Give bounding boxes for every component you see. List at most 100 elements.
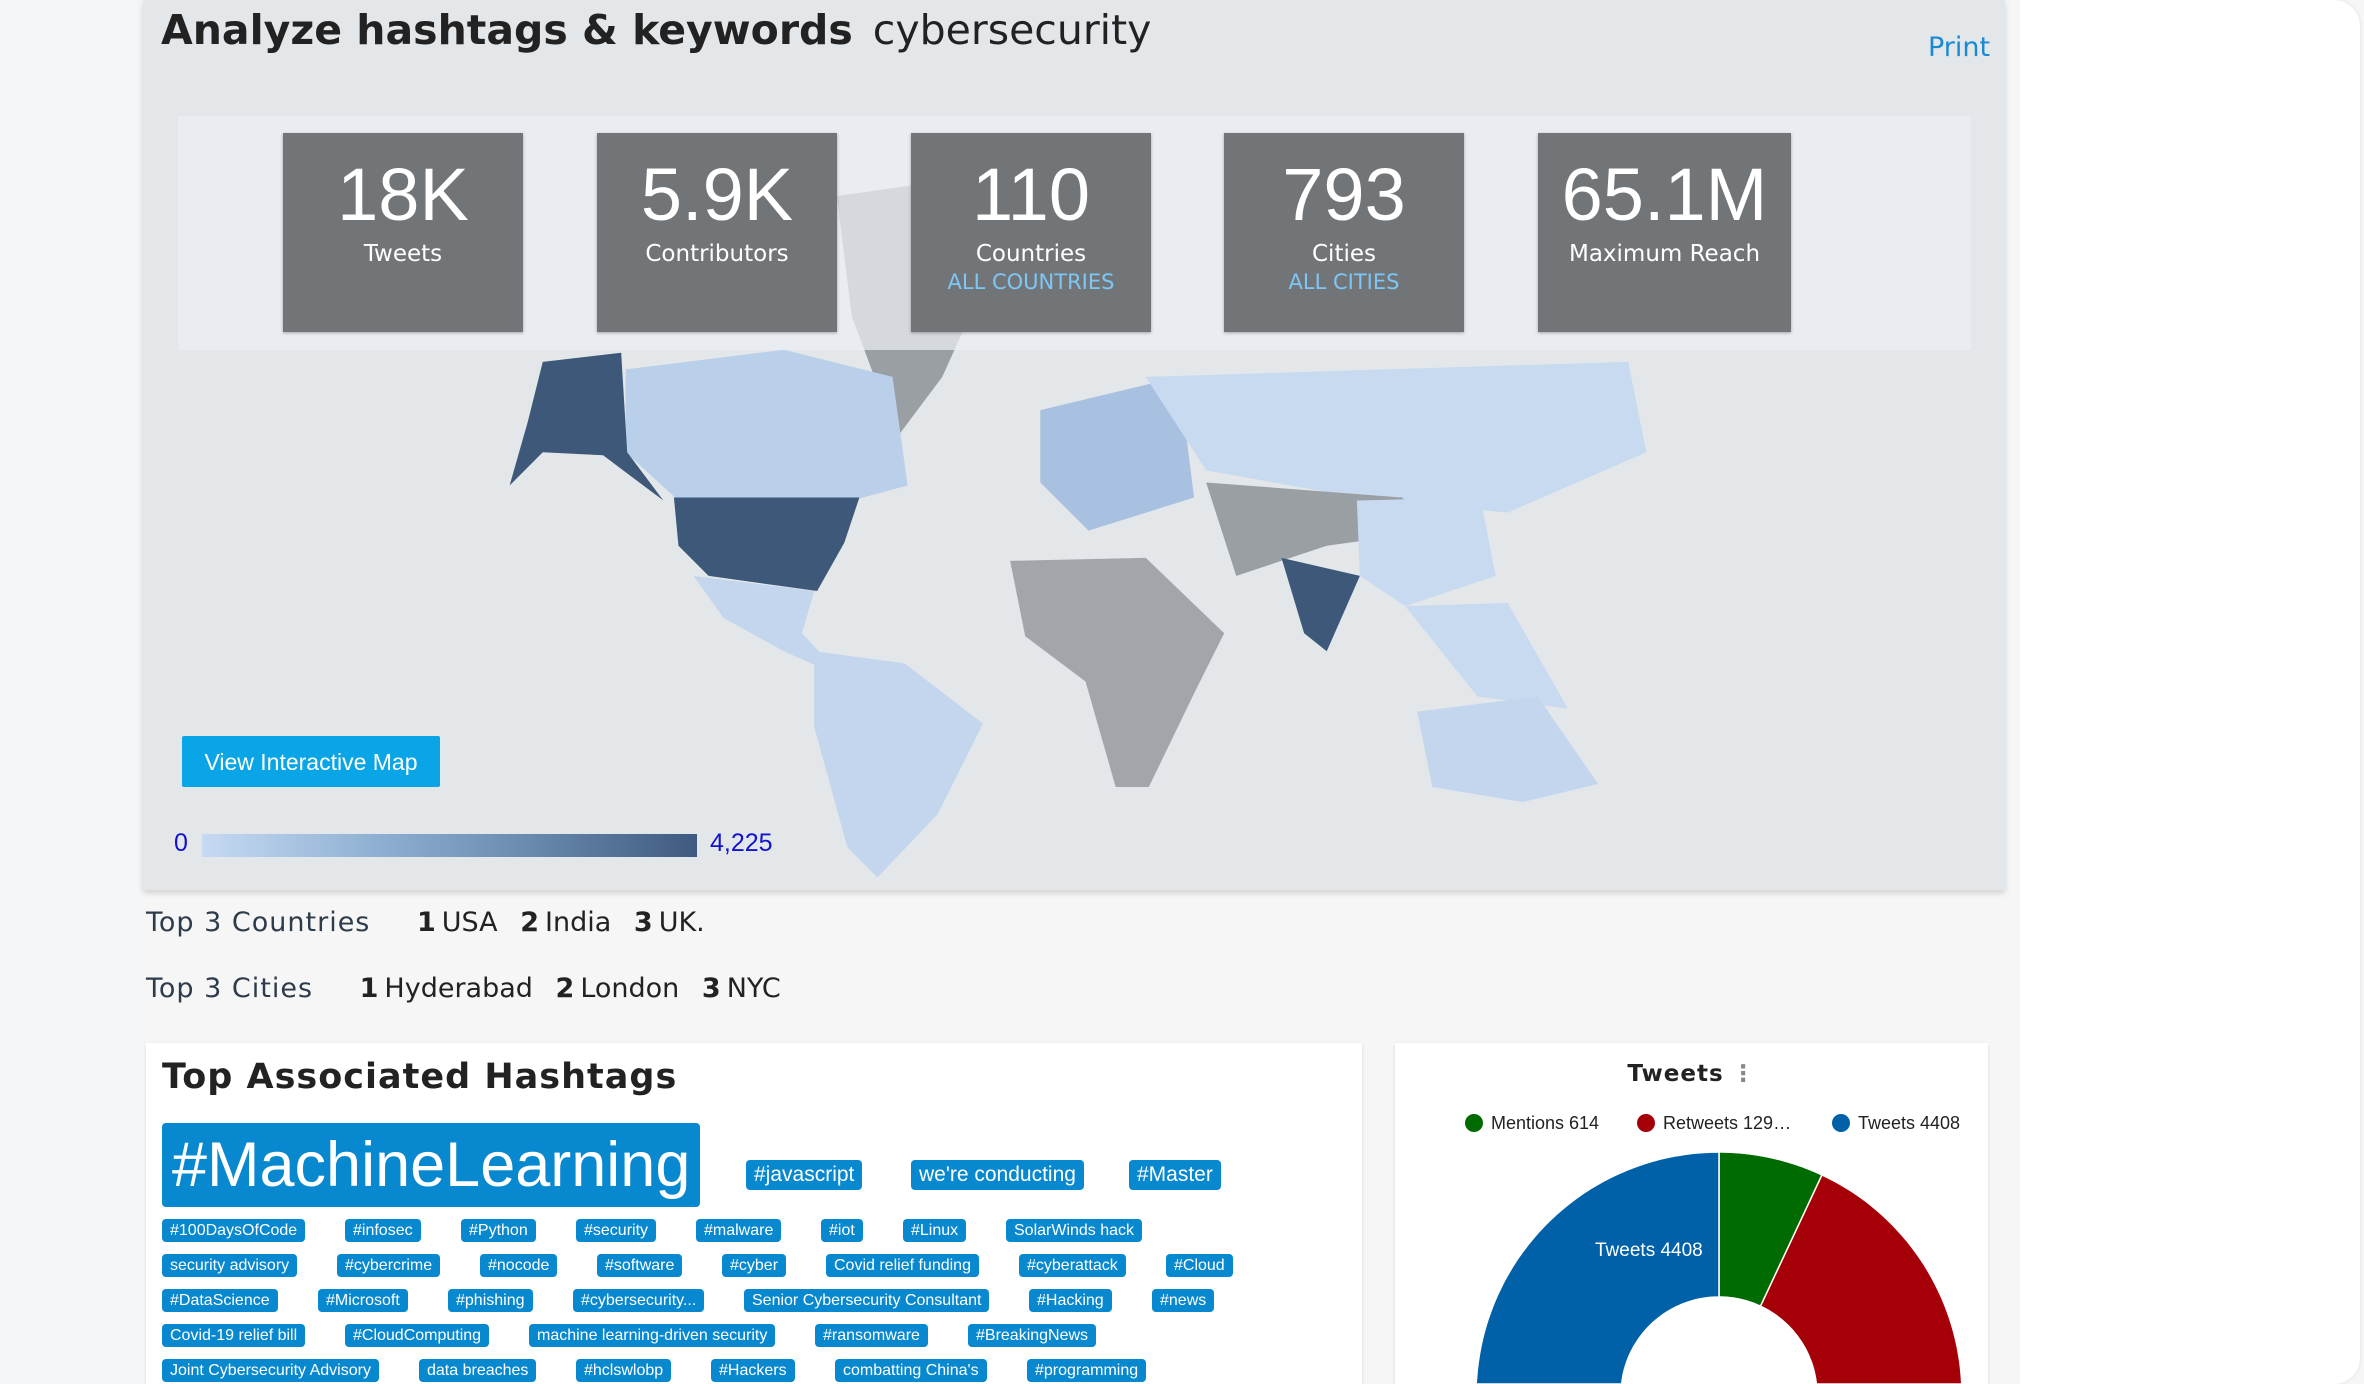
top-cities-label: Top 3 Cities [146, 973, 314, 1004]
hashtag-tag[interactable]: #Python [461, 1219, 536, 1242]
city-name: NYC [726, 973, 781, 1004]
rank: 1 [416, 907, 436, 938]
hashtag-tag[interactable]: #infosec [345, 1219, 421, 1242]
hashtag-tag[interactable]: #DataScience [162, 1289, 278, 1312]
country-name: India [545, 907, 612, 938]
page-title: Analyze hashtags & keywords cybersecurity [161, 6, 1151, 54]
hashtag-tag[interactable]: #malware [696, 1219, 782, 1242]
city-name: London [580, 973, 680, 1004]
legend-dot [1465, 1114, 1483, 1132]
rank: 2 [520, 907, 540, 938]
hashtag-tag[interactable]: #Linux [903, 1219, 967, 1242]
hashtag-tag[interactable]: #Hackers [711, 1359, 795, 1382]
keyword: cybersecurity [872, 6, 1152, 54]
map-mexico[interactable] [693, 575, 845, 679]
hashtag-tag[interactable]: #cybersecurity... [573, 1289, 705, 1312]
hashtag-tag[interactable]: #phishing [448, 1289, 533, 1312]
legend-mentions[interactable]: Mentions 614 [1465, 1113, 1599, 1134]
city-name: Hyderabad [384, 973, 533, 1004]
top-cities: Top 3 Cities 1 Hyderabad 2 London 3 NYC [146, 973, 781, 1004]
map-australia[interactable] [1417, 696, 1599, 803]
hashtag-tag[interactable]: combatting China's [835, 1359, 987, 1382]
hashtag-tag[interactable]: SolarWinds hack [1006, 1219, 1143, 1242]
stat-label: Cities [1312, 241, 1376, 267]
map-china[interactable] [1356, 497, 1496, 607]
stat-label: Maximum Reach [1568, 241, 1761, 267]
legend-tweets[interactable]: Tweets 4408 [1832, 1113, 1960, 1134]
hashtag-tag[interactable]: #software [597, 1254, 683, 1277]
stat-card-contributors: 5.9K Contributors [597, 133, 837, 332]
hashtag-tag[interactable]: Covid-19 relief bill [162, 1324, 306, 1347]
hashtag-tag[interactable]: machine learning-driven security [529, 1324, 776, 1347]
hashtag-tag[interactable]: #nocode [480, 1254, 558, 1277]
all-cities-link[interactable]: ALL CITIES [1288, 270, 1400, 294]
hashtag-tag[interactable]: #CloudComputing [345, 1324, 490, 1347]
top-countries-label: Top 3 Countries [146, 907, 371, 938]
map-russia[interactable] [1145, 361, 1647, 513]
map-europe[interactable] [1040, 376, 1195, 531]
legend-label: Retweets 129… [1663, 1113, 1792, 1133]
hashtag-tag[interactable]: #Cloud [1166, 1254, 1233, 1277]
legend-dot [1832, 1114, 1850, 1132]
hashtag-tag[interactable]: #cyberattack [1019, 1254, 1126, 1277]
legend-dot [1637, 1114, 1655, 1132]
all-countries-link[interactable]: ALL COUNTRIES [947, 270, 1115, 294]
scale-max: 4,225 [710, 829, 773, 857]
hashtag-tag[interactable]: #hclswlobp [576, 1359, 672, 1382]
hashtag-tag[interactable]: Covid relief funding [826, 1254, 979, 1277]
map-canada[interactable] [625, 349, 908, 501]
map-se-asia[interactable] [1405, 603, 1568, 709]
stat-label: Contributors [645, 241, 789, 267]
hashtag-tag[interactable]: #100DaysOfCode [162, 1219, 306, 1242]
country-name: UK. [658, 907, 705, 938]
tweets-chart-title: Tweets ⋮ [1395, 1061, 1988, 1087]
hashtag-tag[interactable]: #javascript [746, 1160, 863, 1190]
legend-label: Mentions 614 [1491, 1113, 1600, 1133]
stat-value: 110 [972, 153, 1090, 236]
hashtag-tag[interactable]: #Microsoft [318, 1289, 408, 1312]
map-alaska[interactable] [509, 352, 664, 501]
hashtag-tag[interactable]: #BreakingNews [968, 1324, 1097, 1347]
print-link[interactable]: Print [1928, 32, 1991, 63]
legend-retweets[interactable]: Retweets 129… [1637, 1113, 1791, 1134]
slice-tweets[interactable] [1475, 1151, 1720, 1384]
right-margin [2020, 0, 2360, 1384]
map-south-america[interactable] [814, 651, 983, 878]
hashtag-tag[interactable]: #cybercrime [337, 1254, 441, 1277]
hashtag-tag[interactable]: we're conducting [911, 1160, 1084, 1190]
hashtag-tag[interactable]: security advisory [162, 1254, 298, 1277]
stat-card-tweets: 18K Tweets [283, 133, 523, 332]
color-scale-bar [202, 834, 697, 857]
legend-label: Tweets 4408 [1858, 1113, 1961, 1133]
scale-min: 0 [174, 829, 188, 857]
stat-value: 5.9K [640, 153, 794, 236]
vertical-dots-icon[interactable]: ⋮ [1731, 1061, 1756, 1087]
view-interactive-map-button[interactable]: View Interactive Map [182, 736, 440, 787]
hashtag-tag[interactable]: #iot [821, 1219, 863, 1242]
stat-value: 65.1M [1561, 153, 1768, 236]
hashtag-tag-big[interactable]: #MachineLearning [162, 1123, 701, 1207]
hashtags-card: Top Associated Hashtags #MachineLearning… [146, 1043, 1362, 1384]
hashtag-tag[interactable]: #Hacking [1029, 1289, 1112, 1312]
hashtag-tag[interactable]: #Master [1129, 1160, 1221, 1190]
title-text: Analyze hashtags & keywords [161, 6, 853, 54]
rank: 2 [555, 973, 575, 1004]
hashtag-tag[interactable]: Joint Cybersecurity Advisory [162, 1359, 379, 1382]
top-countries: Top 3 Countries 1 USA 2 India 3 UK. [146, 907, 705, 938]
map-africa[interactable] [1010, 557, 1225, 787]
map-usa[interactable] [673, 497, 860, 591]
hashtag-tag[interactable]: #cyber [722, 1254, 787, 1277]
hashtag-tag[interactable]: #programming [1027, 1359, 1147, 1382]
chart-title-text: Tweets [1627, 1061, 1724, 1087]
hashtag-tag[interactable]: data breaches [419, 1359, 537, 1382]
hashtag-tag[interactable]: #ransomware [815, 1324, 928, 1347]
hashtag-tag[interactable]: Senior Cybersecurity Consultant [744, 1289, 990, 1312]
hashtag-tag[interactable]: #security [576, 1219, 657, 1242]
stat-card-countries: 110 Countries ALL COUNTRIES [911, 133, 1151, 332]
stat-label: Tweets [363, 241, 443, 267]
slice-retweets[interactable] [1719, 1173, 1963, 1384]
stat-label: Countries [975, 241, 1087, 267]
stat-card-cities: 793 Cities ALL CITIES [1224, 133, 1464, 332]
hashtag-tag[interactable]: #news [1152, 1289, 1215, 1312]
map-india[interactable] [1281, 557, 1360, 652]
